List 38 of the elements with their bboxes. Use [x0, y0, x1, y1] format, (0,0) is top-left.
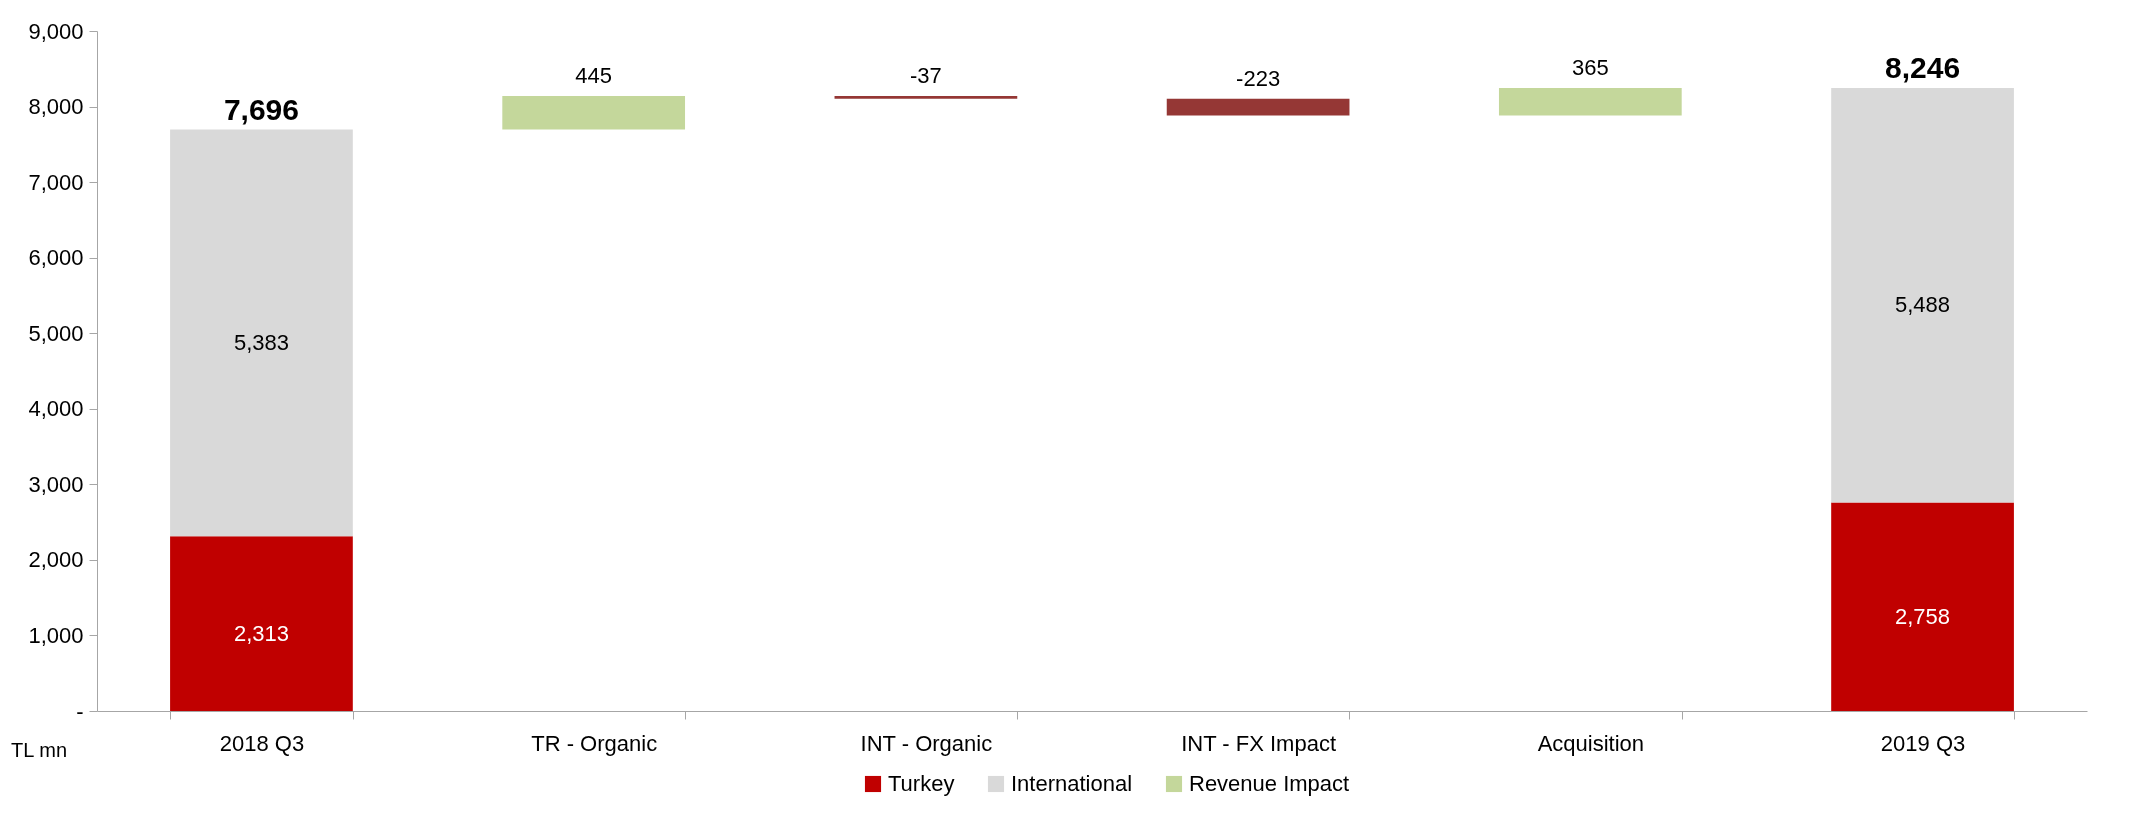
y-tick-label: 6,000 — [28, 245, 84, 271]
x-tick-label: 2019 Q3 — [1880, 730, 1966, 756]
bar — [170, 536, 353, 711]
bar — [170, 129, 353, 537]
x-tick-label: Acquisition — [1537, 730, 1645, 756]
legend-label: Revenue Impact — [1189, 771, 1350, 796]
data-label: -37 — [909, 62, 942, 88]
bar — [502, 95, 686, 130]
legend-label: Turkey — [888, 771, 955, 796]
y-tick-label: 9,000 — [28, 18, 84, 44]
total-label: 7,696 — [223, 92, 299, 126]
legend-label: International — [1011, 771, 1133, 796]
data-label: 5,383 — [233, 329, 289, 355]
y-tick-label: 4,000 — [28, 396, 84, 422]
y-tick-label: 7,000 — [28, 169, 84, 195]
data-label: 365 — [1571, 54, 1609, 80]
bar — [1166, 98, 1350, 116]
text: TL mn — [11, 739, 67, 761]
y-tick-label: 3,000 — [28, 471, 84, 497]
y-tick-label: 5,000 — [28, 320, 84, 346]
data-label: 5,488 — [1895, 292, 1951, 318]
bar — [1831, 87, 2014, 503]
y-tick-label: 8,000 — [28, 94, 84, 120]
data-label: 2,313 — [233, 620, 289, 646]
x-tick-label: INT - FX Impact — [1181, 730, 1337, 756]
data-label: -223 — [1236, 65, 1281, 91]
x-tick-label: TR - Organic — [531, 730, 658, 756]
y-tick-label: 2,000 — [28, 547, 84, 573]
y-tick-label: - — [76, 698, 84, 724]
y-tick-label: 1,000 — [28, 622, 84, 648]
data-label: 445 — [575, 62, 613, 88]
bar — [1831, 502, 2014, 711]
bar — [1498, 87, 1682, 116]
bar — [834, 95, 1018, 99]
data-label: 2,758 — [1895, 603, 1951, 629]
x-tick-label: INT - Organic — [860, 730, 993, 756]
x-tick-label: 2018 Q3 — [219, 730, 305, 756]
total-label: 8,246 — [1885, 50, 1961, 84]
